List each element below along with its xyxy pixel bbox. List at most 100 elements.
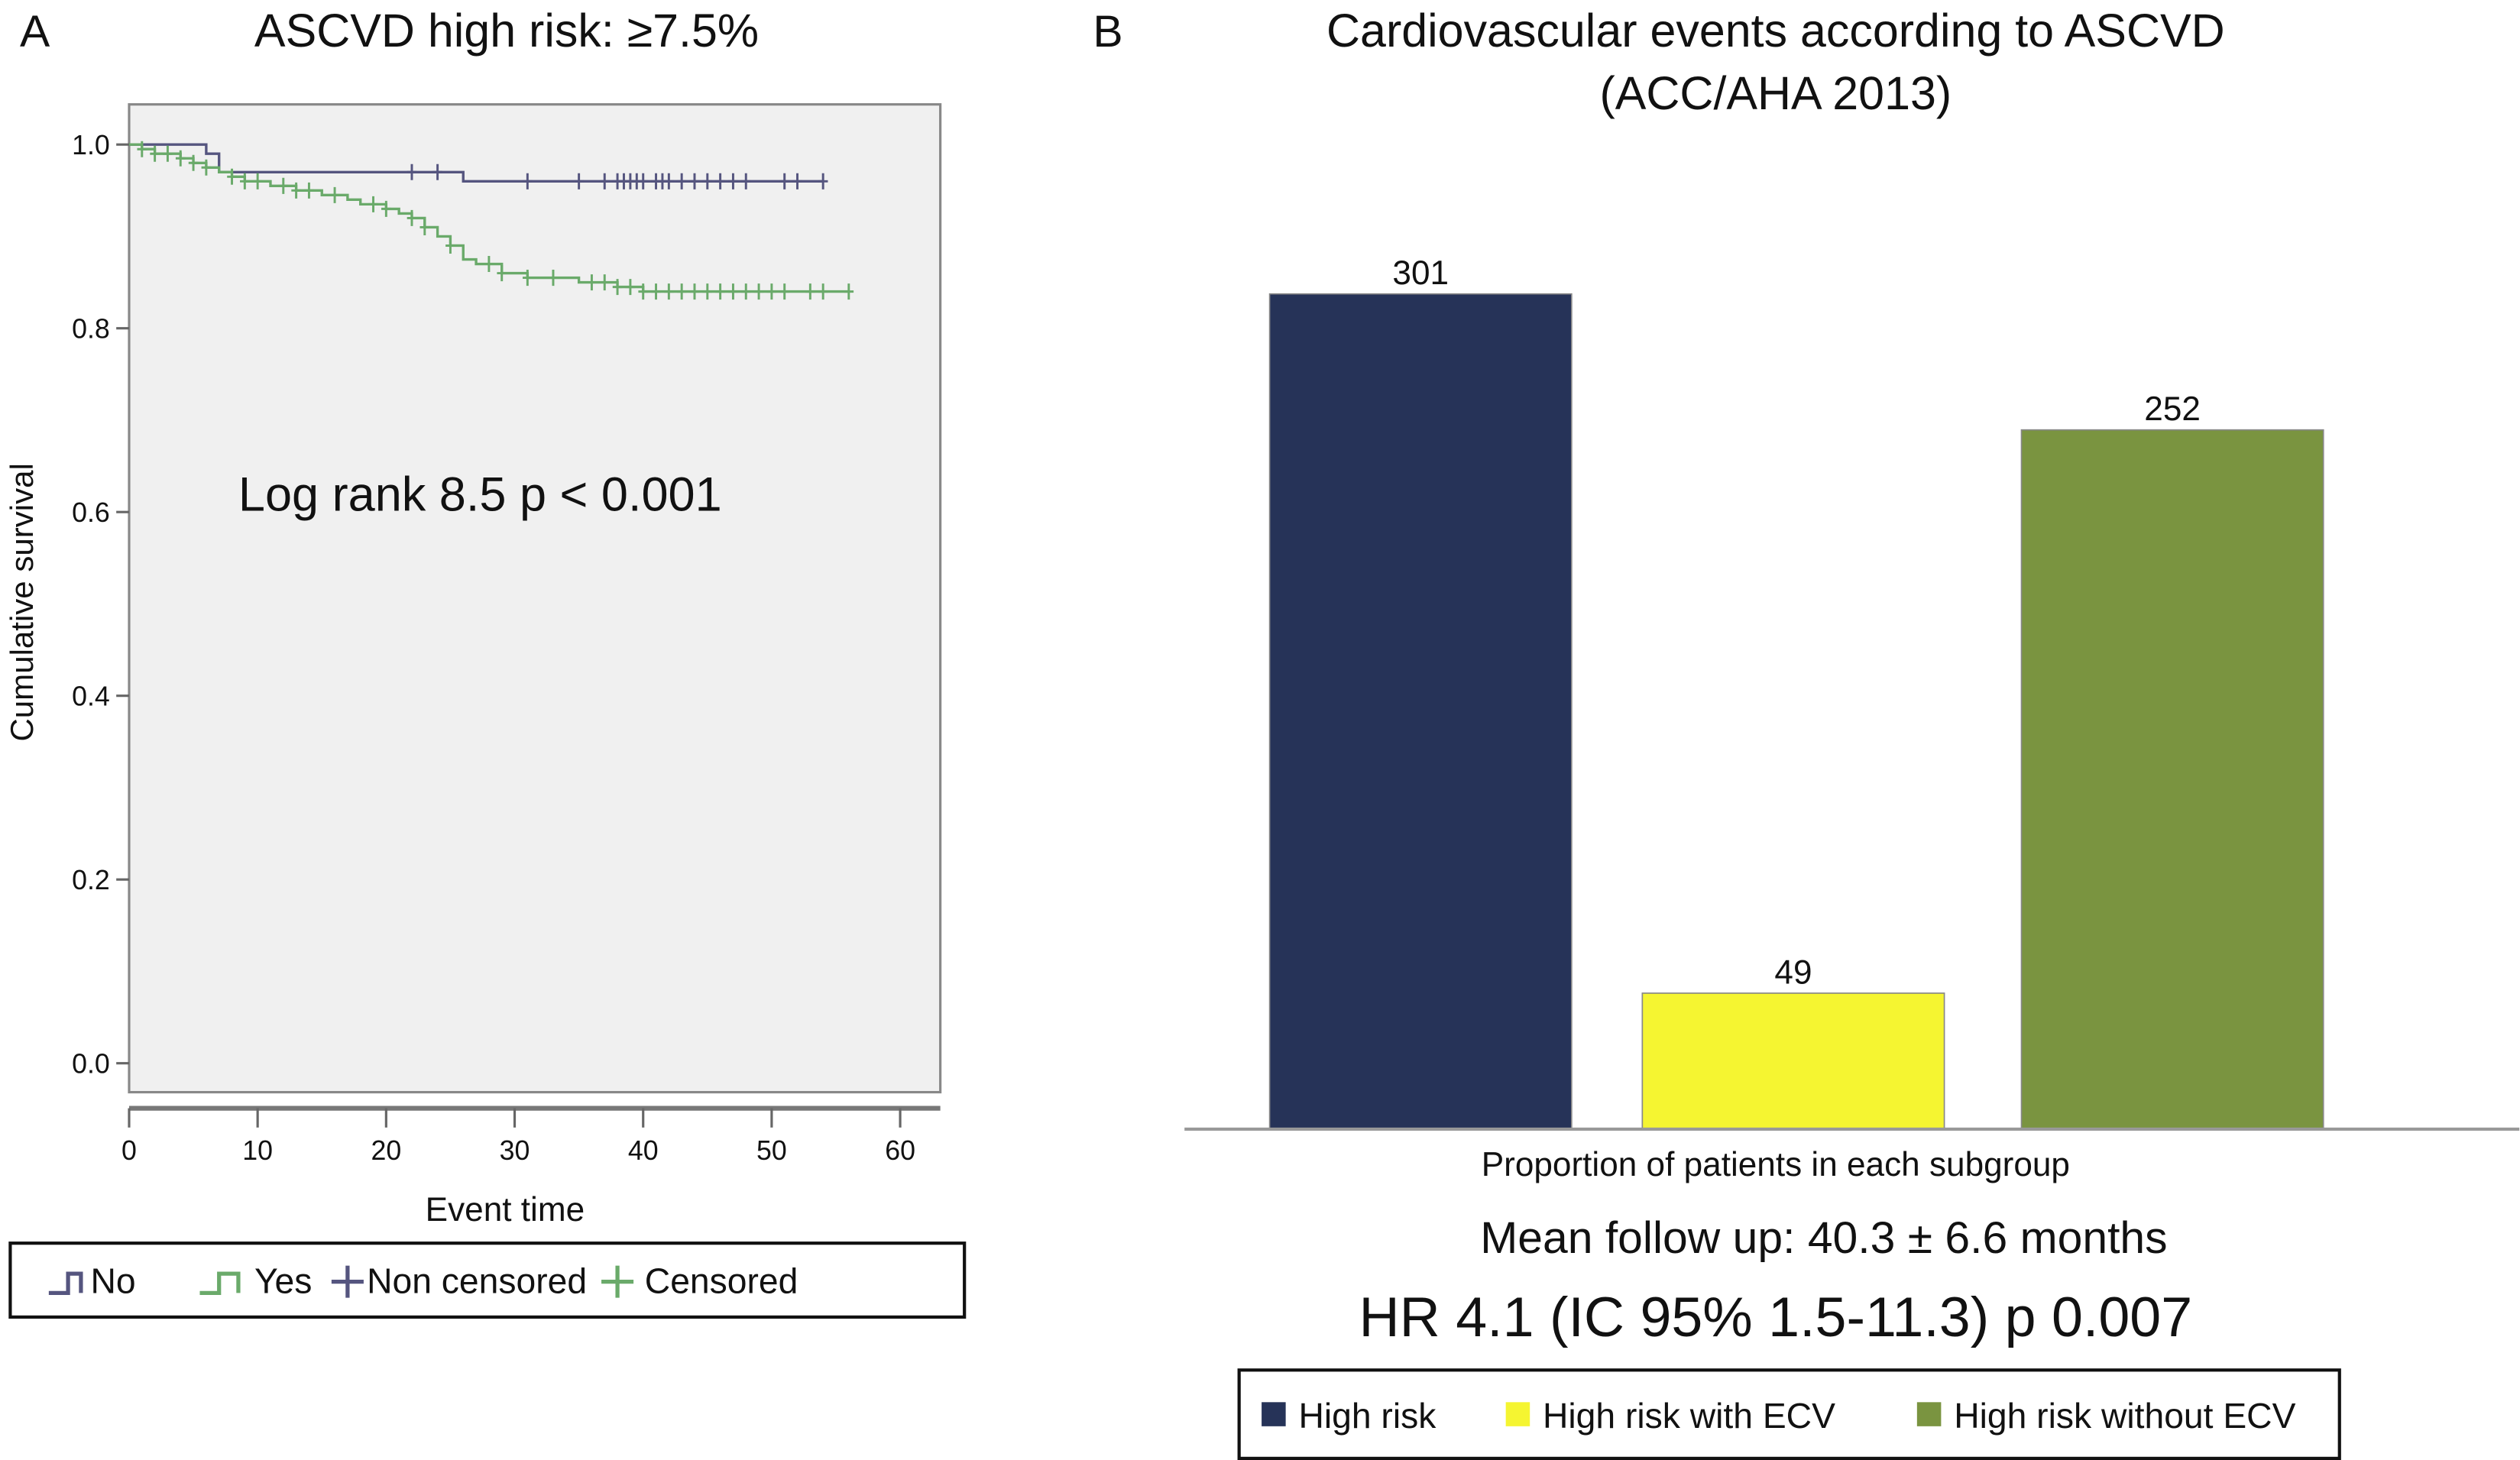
censor-mark (676, 283, 687, 300)
censor-mark (664, 173, 674, 189)
km-plot-area (128, 103, 942, 1094)
censor-mark (612, 279, 623, 296)
censor-mark (304, 182, 314, 199)
legend-item-no: No (48, 1261, 136, 1300)
censor-mark (587, 274, 597, 291)
censor-mark (715, 173, 725, 189)
censor-mark (252, 173, 263, 189)
censor-mark (227, 168, 237, 185)
panel-a-label: A (20, 7, 50, 57)
censor-mark (484, 256, 494, 273)
plus-icon (601, 1265, 634, 1298)
censor-mark (240, 173, 250, 189)
panel-b-label: B (1093, 7, 1122, 57)
censor-mark (201, 159, 212, 176)
censor-mark (599, 173, 610, 189)
y-tick-label: 0.2 (72, 865, 110, 895)
censor-mark (381, 200, 391, 217)
censor-mark (523, 173, 533, 189)
survival-curve-no (128, 143, 824, 183)
y-tick-label: 0.4 (72, 681, 110, 711)
censor-mark (689, 283, 700, 300)
censor-mark (844, 283, 854, 300)
censor-mark (702, 173, 713, 189)
plus-icon (331, 1265, 364, 1298)
y-tick-label: 0.8 (72, 313, 110, 344)
censor-mark (432, 163, 442, 180)
censor-mark (523, 270, 533, 286)
x-tick-label: 20 (371, 1135, 401, 1166)
censor-mark (766, 283, 777, 300)
censor-mark (497, 265, 507, 282)
censor-mark (175, 150, 186, 167)
x-tick-label: 10 (242, 1135, 273, 1166)
censor-mark (150, 145, 160, 162)
censor-mark (625, 279, 636, 296)
censor-mark (419, 219, 430, 235)
censor-mark (548, 270, 559, 286)
legend-label: High risk with ECV (1543, 1396, 1835, 1436)
bar-data-label: 252 (2144, 390, 2201, 428)
censor-mark (779, 283, 790, 300)
censor-mark (740, 283, 751, 300)
y-tick-label: 0.0 (72, 1048, 110, 1079)
censor-mark (651, 283, 661, 300)
legend-label: High risk (1298, 1396, 1437, 1436)
legend-label: High risk without ECV (1954, 1396, 2295, 1436)
bar-high-risk-with-ecv (1641, 992, 1945, 1130)
legend-item-non-censored: Non censored (331, 1261, 587, 1300)
censor-mark (753, 283, 764, 300)
step-icon (199, 1271, 241, 1295)
censor-mark (188, 154, 199, 171)
x-tick-label: 60 (885, 1135, 915, 1166)
censor-mark (740, 173, 751, 189)
censor-mark (368, 196, 378, 212)
censor-mark (163, 145, 173, 162)
legend-swatch (1916, 1402, 1942, 1426)
panel-b-title-line-1: Cardiovascular events according to ASCVD (1326, 5, 2225, 57)
y-axis-label: Cumulative survival (4, 463, 40, 741)
legend-label: No (91, 1261, 136, 1300)
legend-item-censored: Censored (601, 1261, 798, 1300)
censor-mark (574, 173, 584, 189)
censor-mark (805, 283, 815, 300)
censor-mark (818, 283, 828, 300)
censor-mark (702, 283, 713, 300)
censor-mark (137, 141, 147, 157)
censor-mark (407, 163, 417, 180)
legend-swatch (1505, 1402, 1530, 1426)
bar-high-risk (1268, 293, 1573, 1130)
censor-mark (676, 173, 687, 189)
km-legend (8, 1241, 967, 1319)
censor-mark (689, 173, 700, 189)
censor-mark (638, 173, 649, 189)
legend-label: Non censored (367, 1261, 587, 1300)
censor-mark (599, 274, 610, 291)
x-axis-label: Event time (426, 1191, 585, 1229)
censor-mark (818, 173, 828, 189)
censor-mark (278, 177, 289, 194)
censor-mark (728, 283, 738, 300)
censor-mark (792, 173, 802, 189)
censor-mark (445, 237, 455, 254)
x-tick-label: 0 (121, 1135, 137, 1166)
panel-a-title: ASCVD high risk: ≥7.5% (254, 5, 759, 57)
x-tick-label: 40 (628, 1135, 659, 1166)
hazard-ratio-note: HR 4.1 (IC 95% 1.5-11.3) p 0.007 (1359, 1285, 2193, 1348)
censor-mark (779, 173, 790, 189)
bar-data-label: 301 (1392, 254, 1449, 292)
legend-label: Yes (254, 1261, 312, 1300)
bar-data-label: 49 (1774, 953, 1812, 991)
censor-mark (638, 283, 649, 300)
x-tick-label: 30 (500, 1135, 530, 1166)
censor-mark (329, 186, 340, 203)
censor-mark (664, 283, 674, 300)
x-tick-label: 50 (756, 1135, 787, 1166)
log-rank-annotation: Log rank 8.5 p < 0.001 (238, 468, 722, 522)
censor-mark (715, 283, 725, 300)
censor-mark (407, 209, 417, 226)
legend-swatch (1262, 1402, 1286, 1426)
bar-x-axis-label: Proportion of patients in each subgroup (1482, 1146, 2070, 1183)
legend-item-yes: Yes (199, 1261, 312, 1300)
